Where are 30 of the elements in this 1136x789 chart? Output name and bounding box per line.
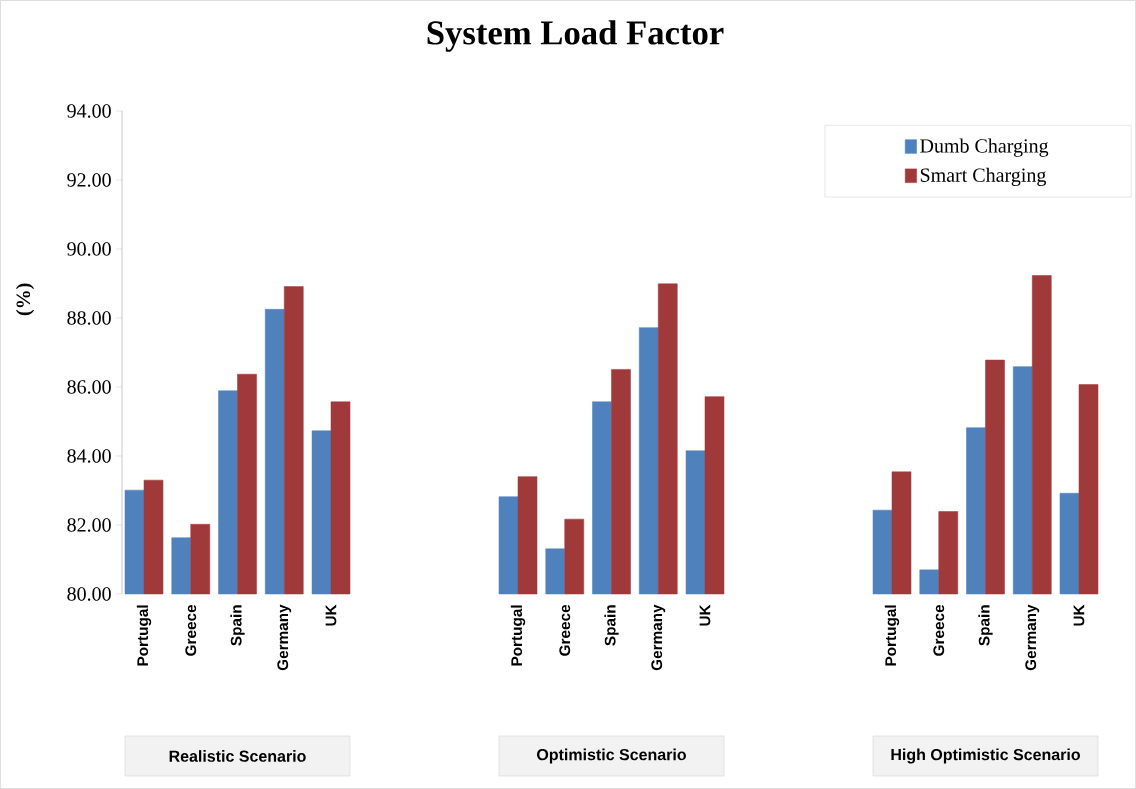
x-tick-label: Spain <box>604 605 619 646</box>
y-axis-title: (%) <box>15 283 35 316</box>
x-tick-label: Spain <box>978 605 993 646</box>
y-tick-label: 92.00 <box>67 173 111 187</box>
text: High Optimistic Scenario <box>891 748 1080 764</box>
y-tick-label: 84.00 <box>67 449 111 463</box>
x-tick-label: UK <box>699 604 711 626</box>
x-tick-label: UK <box>325 604 337 626</box>
x-tick-label: Portugal <box>884 605 900 666</box>
x-tick-label: Greece <box>933 604 945 656</box>
x-tick-label: UK <box>1073 604 1085 626</box>
y-tick-label: 80.00 <box>67 587 111 601</box>
legend-label: Dumb Charging <box>920 138 1049 157</box>
text: Realistic Scenario <box>169 750 306 762</box>
x-tick-label: Germany <box>1025 604 1040 671</box>
x-tick-label: Germany <box>651 604 666 671</box>
x-tick-label: Greece <box>559 604 571 656</box>
legend-label: Smart Charging <box>920 167 1046 186</box>
y-tick-label: 82.00 <box>67 518 111 532</box>
y-tick-label: 86.00 <box>67 380 111 394</box>
x-tick-label: Greece <box>185 604 197 656</box>
chart-title: System Load Factor <box>427 20 724 52</box>
y-tick-label: 90.00 <box>67 242 111 256</box>
x-tick-label: Germany <box>277 604 292 671</box>
x-tick-label: Portugal <box>136 605 152 666</box>
y-tick-label: 88.00 <box>67 311 111 325</box>
text: Optimistic Scenario <box>537 748 686 764</box>
y-tick-label: 94.00 <box>67 104 111 118</box>
x-tick-label: Portugal <box>510 605 526 666</box>
x-tick-label: Spain <box>230 605 245 646</box>
